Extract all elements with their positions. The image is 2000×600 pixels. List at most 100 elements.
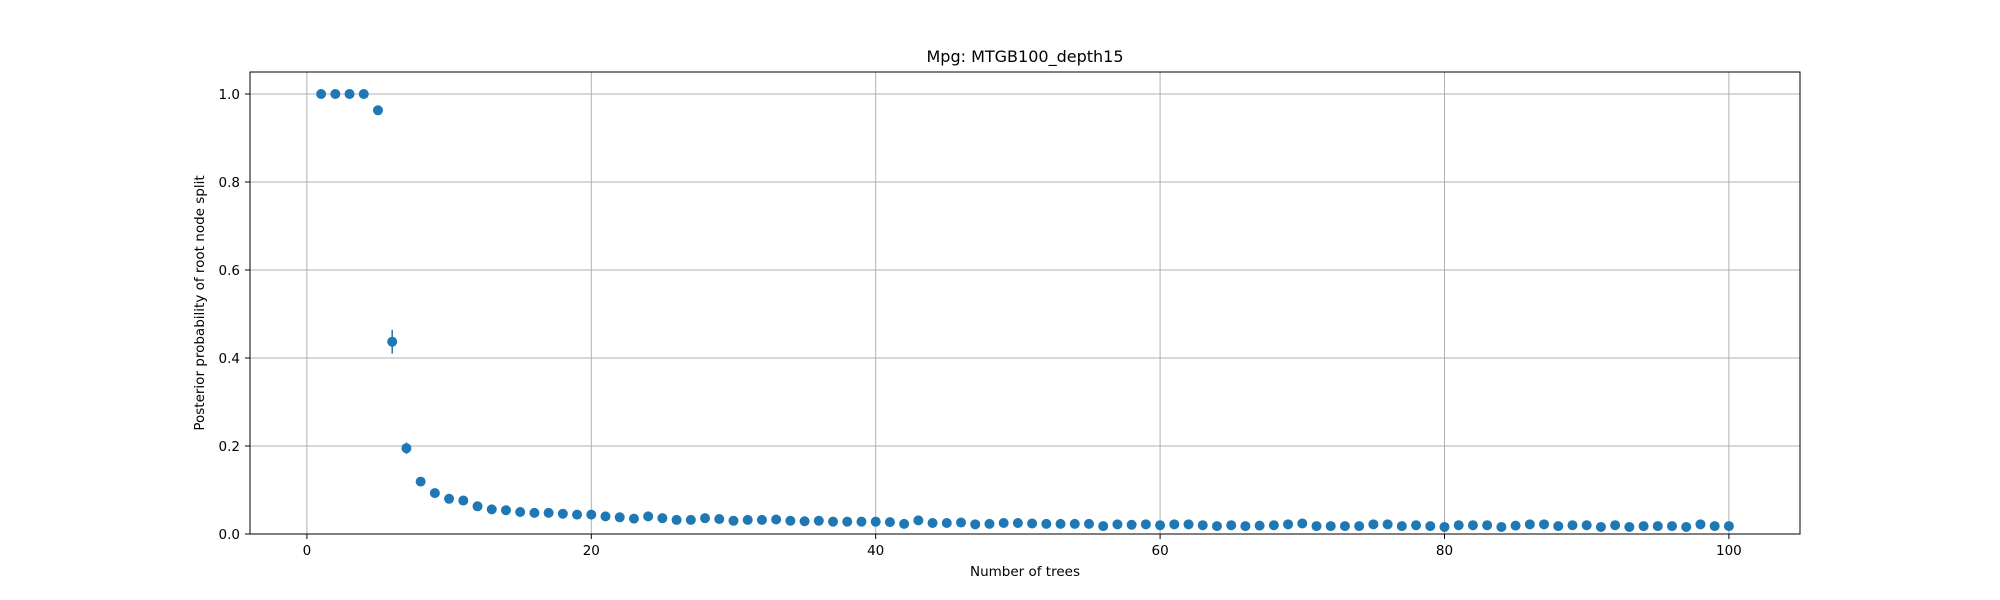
- data-point: [1041, 518, 1052, 529]
- data-point: [756, 514, 767, 525]
- data-point: [1510, 520, 1521, 531]
- data-point: [643, 511, 654, 522]
- data-point: [1667, 521, 1678, 532]
- data-point: [1268, 520, 1279, 531]
- data-point: [1595, 521, 1606, 532]
- data-point: [1254, 520, 1265, 531]
- data-point: [614, 512, 625, 523]
- data-point: [1524, 519, 1535, 530]
- data-point: [1453, 520, 1464, 531]
- data-point: [1012, 518, 1023, 528]
- data-point: [600, 511, 611, 522]
- data-point: [1695, 519, 1706, 530]
- data-point: [828, 516, 839, 527]
- data-point: [586, 509, 597, 520]
- y-tick-label: 1.0: [219, 87, 240, 103]
- data-point: [1425, 521, 1436, 532]
- data-point: [1539, 519, 1550, 530]
- data-point: [1283, 519, 1294, 530]
- data-point: [1183, 519, 1194, 530]
- data-point: [1638, 521, 1649, 532]
- data-point: [941, 518, 952, 528]
- data-point: [316, 89, 327, 99]
- y-tick-label: 0.4: [219, 351, 240, 367]
- data-point: [1325, 521, 1336, 532]
- data-point: [444, 493, 455, 504]
- data-point: [1297, 518, 1308, 529]
- data-point: [1610, 520, 1621, 531]
- x-tick-label: 20: [583, 543, 600, 559]
- data-point: [856, 516, 867, 527]
- data-point: [970, 519, 981, 530]
- data-point: [1467, 520, 1478, 531]
- data-point: [1155, 520, 1166, 531]
- data-point: [515, 507, 526, 517]
- x-axis-ticks: 0 20 40 60 80 100: [303, 534, 1742, 559]
- data-point: [899, 518, 910, 529]
- data-point: [742, 514, 753, 525]
- data-point: [913, 515, 924, 526]
- data-point: [1169, 519, 1180, 530]
- data-point: [1311, 521, 1322, 532]
- data-point: [657, 513, 668, 524]
- data-point: [1709, 521, 1720, 532]
- data-point: [1083, 518, 1094, 529]
- data-point: [685, 514, 696, 525]
- data-point: [1624, 521, 1635, 532]
- data-point: [1553, 521, 1564, 532]
- data-point: [1354, 521, 1365, 532]
- data-point: [799, 516, 810, 527]
- data-point: [1140, 519, 1151, 530]
- data-point: [884, 517, 895, 528]
- x-tick-label: 0: [303, 543, 312, 559]
- y-tick-label: 0.2: [219, 439, 240, 455]
- data-point: [671, 514, 682, 525]
- data-point: [358, 89, 369, 99]
- data-point: [771, 514, 782, 525]
- data-point: [1211, 521, 1222, 532]
- y-axis-label: Posterior probability of root node split: [192, 175, 208, 430]
- y-axis-ticks: 0.0 0.2 0.4 0.6 0.8 1.0: [219, 87, 250, 543]
- data-point: [401, 443, 412, 454]
- data-point: [1681, 521, 1692, 532]
- x-axis-label: Number of trees: [970, 564, 1080, 580]
- x-tick-label: 80: [1436, 543, 1453, 559]
- data-point: [870, 516, 881, 527]
- x-tick-label: 100: [1716, 543, 1742, 559]
- y-tick-label: 0.0: [219, 527, 240, 543]
- data-point: [1368, 519, 1379, 530]
- data-point: [927, 518, 938, 528]
- data-point: [842, 516, 853, 527]
- data-point: [728, 515, 739, 526]
- data-point: [458, 495, 469, 506]
- data-point: [1339, 521, 1350, 532]
- data-point: [1112, 519, 1123, 530]
- y-tick-label: 0.6: [219, 263, 240, 279]
- data-point: [813, 515, 824, 526]
- data-point: [1027, 518, 1038, 529]
- y-tick-label: 0.8: [219, 175, 240, 191]
- data-point: [1439, 521, 1450, 532]
- x-tick-label: 60: [1151, 543, 1168, 559]
- data-point: [1723, 521, 1734, 532]
- data-point: [387, 336, 398, 347]
- data-point: [714, 514, 725, 525]
- data-point: [1382, 519, 1393, 530]
- data-point: [1482, 520, 1493, 531]
- data-point: [700, 513, 711, 524]
- data-point: [956, 517, 967, 528]
- data-point: [572, 509, 583, 520]
- data-point: [1411, 520, 1422, 531]
- data-points: [316, 89, 1734, 532]
- data-point: [1197, 520, 1208, 531]
- data-point: [557, 508, 568, 519]
- data-point: [785, 515, 796, 526]
- data-point: [1226, 520, 1237, 531]
- data-point: [344, 89, 355, 99]
- data-point: [628, 513, 639, 524]
- chart-title: Mpg: MTGB100_depth15: [926, 47, 1123, 67]
- x-tick-label: 40: [867, 543, 884, 559]
- data-point: [1496, 521, 1507, 532]
